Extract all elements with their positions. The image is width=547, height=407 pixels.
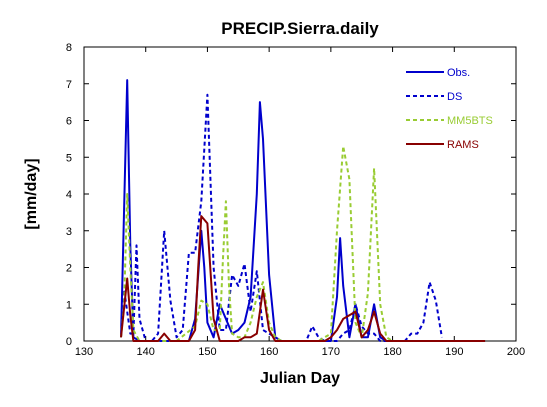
x-tick-label: 180	[383, 346, 401, 358]
x-tick-label: 200	[507, 346, 525, 358]
legend-label-ds: DS	[447, 91, 462, 103]
x-tick-label: 170	[322, 346, 340, 358]
y-axis-label: [mm/day]	[23, 158, 40, 229]
legend-label-obs: Obs.	[447, 67, 470, 79]
y-tick-label: 3	[66, 226, 72, 238]
y-tick-label: 0	[66, 336, 72, 348]
series-line-rams	[120, 215, 486, 342]
x-tick-label: 150	[198, 346, 216, 358]
x-tick-label: 130	[75, 346, 93, 358]
series-line-ds	[120, 93, 443, 342]
x-tick-label: 140	[137, 346, 155, 358]
x-axis: 130 140 150 160 170 180 190 200	[75, 47, 525, 358]
legend-label-mm5bts: MM5BTS	[447, 115, 493, 127]
y-axis: 0 1 2 3 4 5 6 7 8	[66, 42, 516, 348]
series-line-mm5bts	[120, 145, 486, 342]
chart-title: PRECIP.Sierra.daily	[221, 19, 379, 38]
x-tick-label: 190	[445, 346, 463, 358]
y-tick-label: 1	[66, 299, 72, 311]
series-lines	[120, 79, 486, 342]
y-tick-label: 6	[66, 116, 72, 128]
y-tick-label: 7	[66, 79, 72, 91]
legend-label-rams: RAMS	[447, 139, 479, 151]
y-tick-label: 2	[66, 263, 72, 275]
x-tick-label: 160	[260, 346, 278, 358]
y-tick-label: 5	[66, 152, 72, 164]
legend: Obs. DS MM5BTS RAMS	[406, 67, 493, 151]
y-tick-label: 8	[66, 42, 72, 54]
x-axis-label: Julian Day	[260, 370, 340, 387]
y-tick-label: 4	[66, 189, 72, 201]
